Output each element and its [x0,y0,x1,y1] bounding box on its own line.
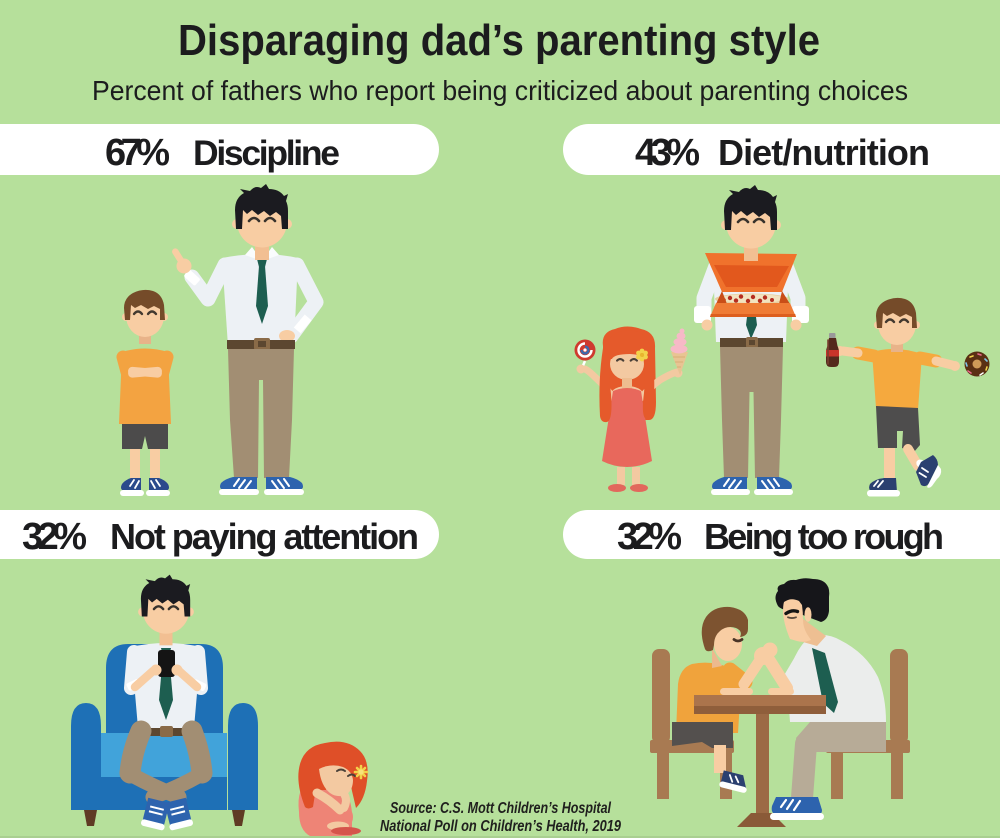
svg-text:Diet/nutrition: Diet/nutrition [718,132,930,173]
svg-text:32%: 32% [617,516,682,558]
svg-text:National Poll on Children’s He: National Poll on Children’s Health, 2019 [380,818,621,835]
svg-text:67%: 67% [105,132,170,174]
svg-text:Disparaging dad’s parenting st: Disparaging dad’s parenting style [178,16,820,65]
svg-text:43%: 43% [635,132,700,174]
svg-text:Discipline: Discipline [193,133,340,173]
svg-text:Percent of fathers who report: Percent of fathers who report being crit… [92,75,908,106]
svg-text:Source: C.S. Mott Children’s H: Source: C.S. Mott Children’s Hospital [390,800,611,817]
svg-text:32%: 32% [22,516,87,558]
svg-text:Being too rough: Being too rough [704,516,944,557]
svg-text:Not paying attention: Not paying attention [110,516,419,557]
